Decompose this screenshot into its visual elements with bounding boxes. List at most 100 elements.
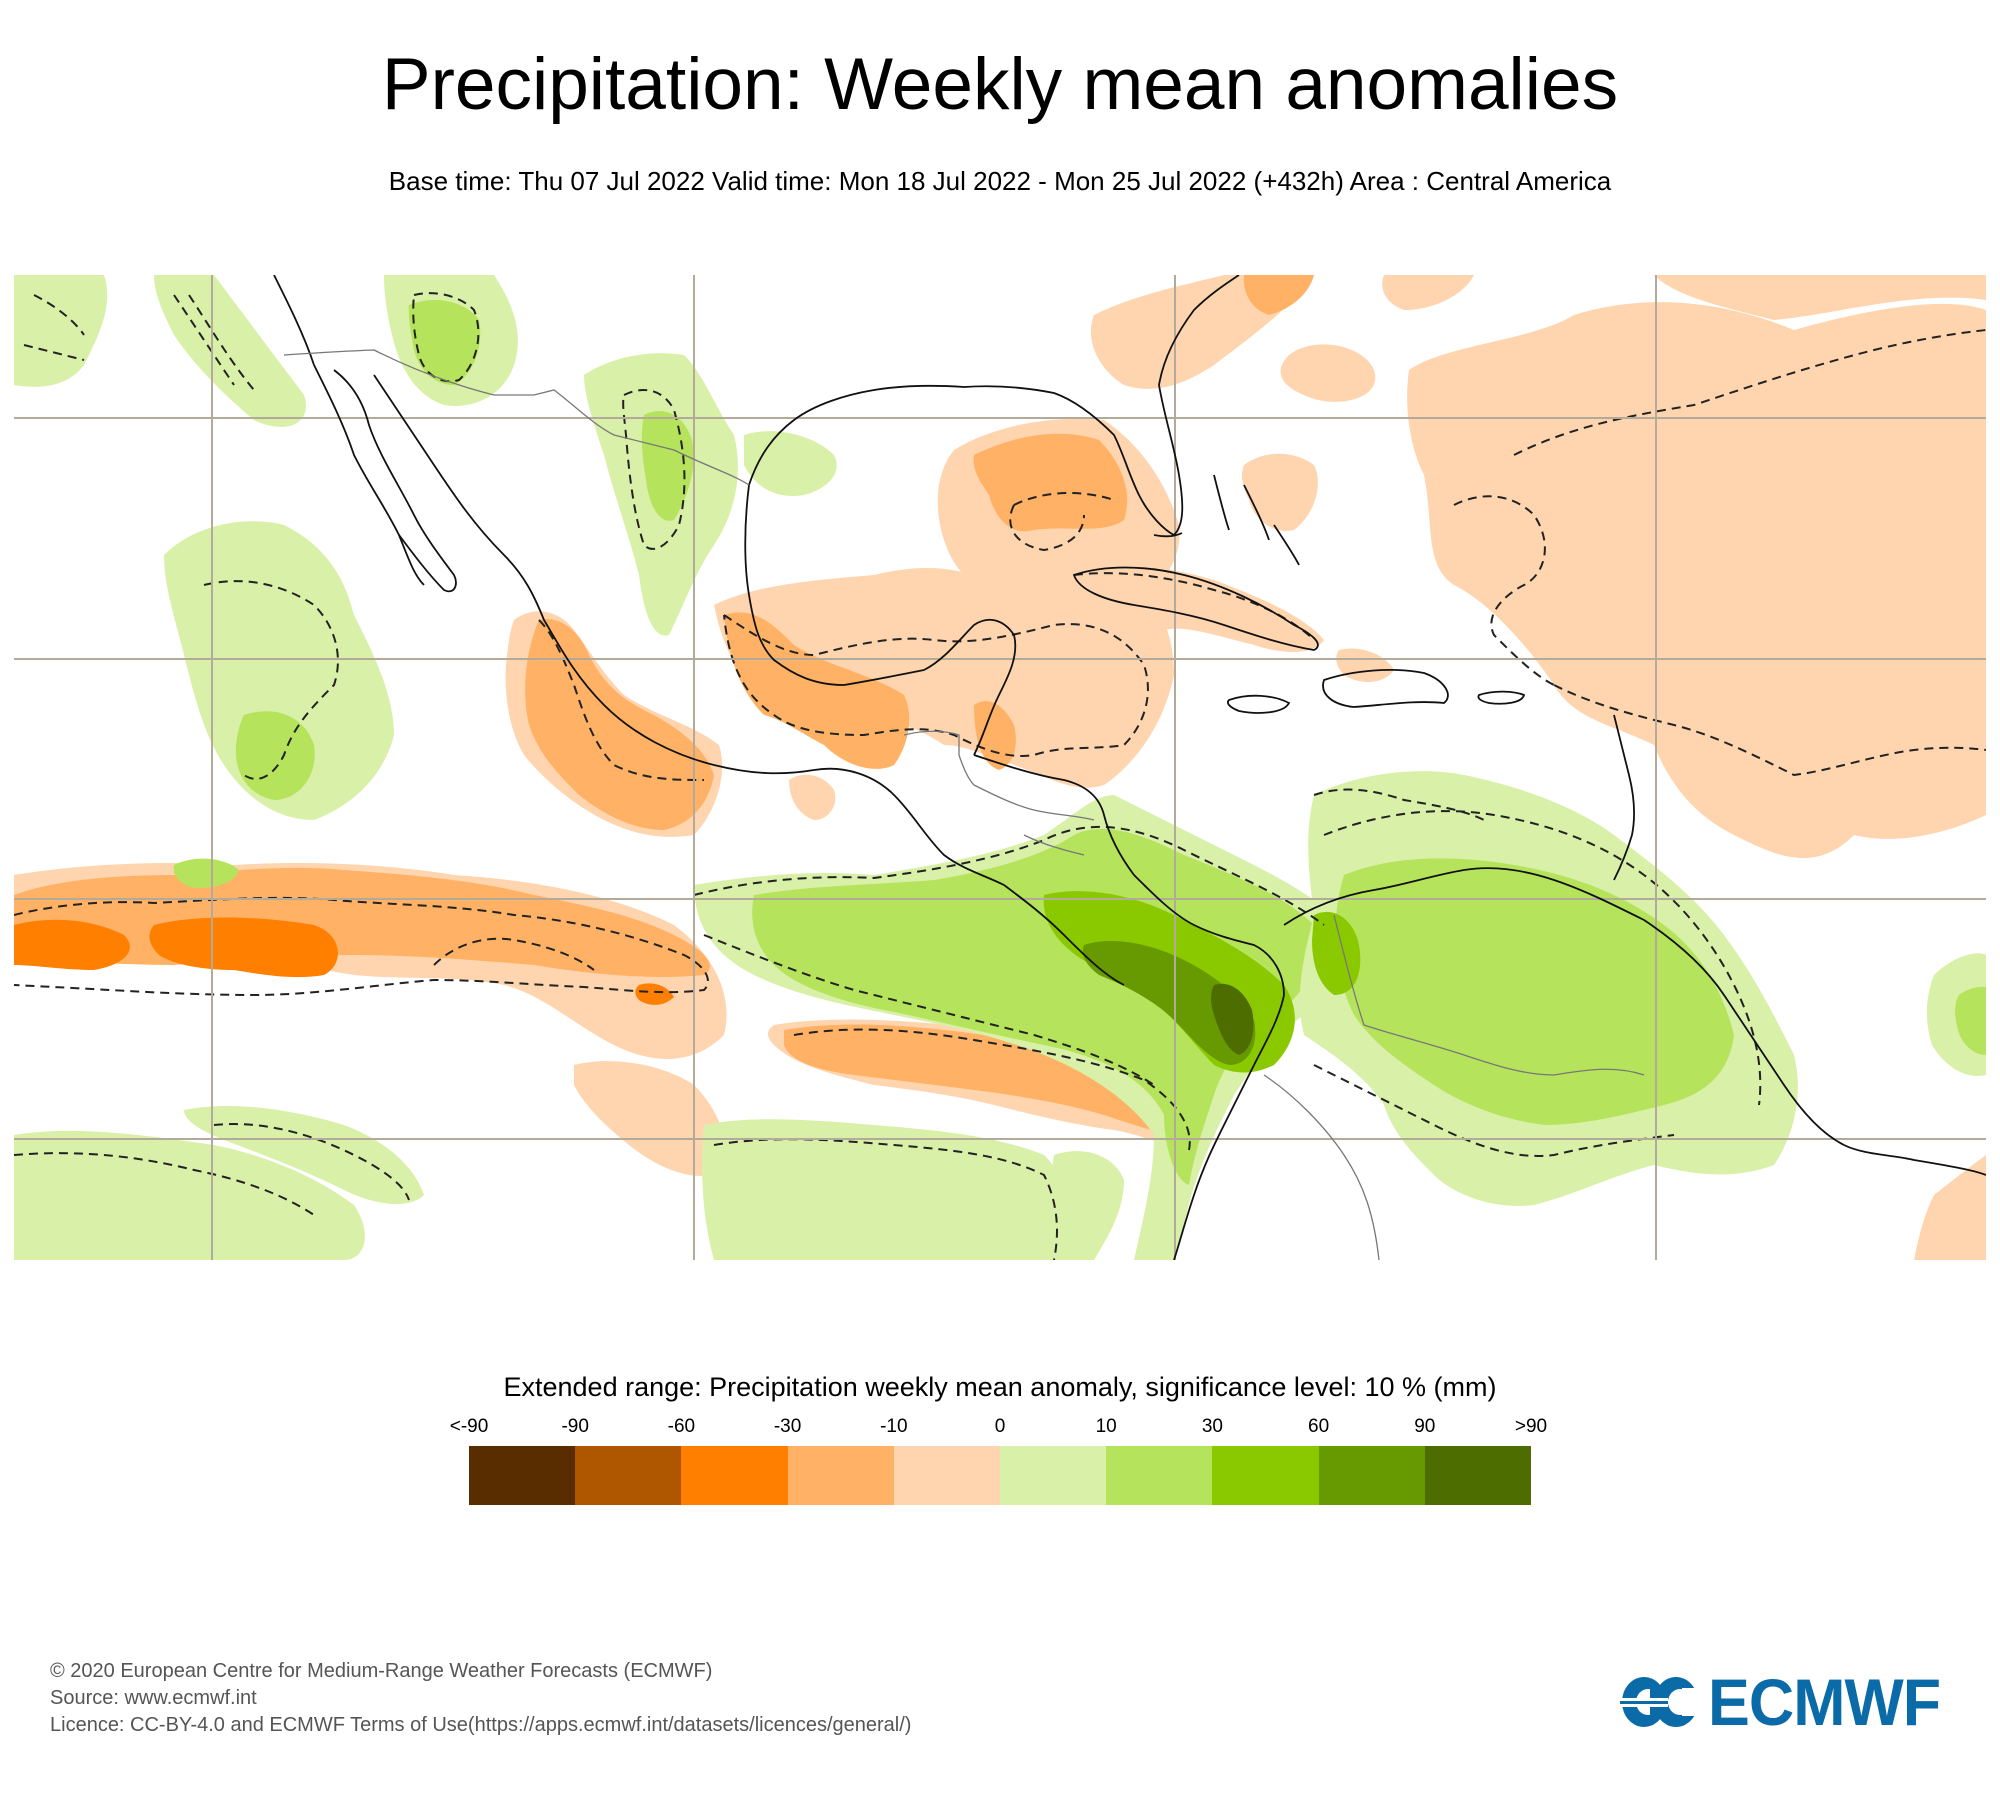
legend-swatch-7 [1212,1446,1319,1505]
region-west-mexico-wet [164,521,394,820]
contour-sonora [412,292,480,383]
contour-atlantic-west [1453,495,1555,686]
region-sierra-madre-moderate [641,411,694,521]
region-west-mexico-moderate [235,711,315,800]
coastline-bahamas [1213,474,1300,566]
border-south-america-interior [1263,1054,1645,1260]
legend-swatch-5 [1000,1446,1107,1505]
legend-swatch-6 [1106,1446,1213,1505]
region-us-east-moderate [1243,275,1314,315]
legend-labels: <-90 -90 -60 -30 -10 0 10 30 60 90 >90 [450,1415,1547,1439]
region-south-pacific-wet-east [702,1119,1078,1260]
contour-caribbean-north [1313,788,1485,821]
legend-label: 10 [1095,1416,1117,1437]
copyright-text: © 2020 European Centre for Medium-Range … [50,1660,713,1682]
ecmwf-logo-icon [1620,1677,1700,1727]
region-us-northeast-dry [1382,275,1474,310]
coastline-mexico-west [373,374,1125,986]
legend-label: <-90 [449,1416,489,1437]
coastline-central-america [973,754,1285,1260]
region-south-pacific-wet-west [14,1130,365,1260]
coastline-south-america-north [1283,867,1986,1176]
legend-title: Extended range: Precipitation weekly mea… [503,1372,1497,1402]
country-borders [283,349,1645,1260]
region-hispaniola-dry [1336,648,1394,682]
region-east-atlantic-moderate [1955,986,1986,1055]
region-pacific-small-moderate [173,858,239,888]
contour-south-pacific-west [14,1152,315,1216]
contour-south-pacific-center [213,1123,410,1201]
region-pacific-southwest-dry [574,1061,725,1176]
source-text: Source: www.ecmwf.int [50,1687,257,1709]
region-south-america-wet-moderate [1335,858,1734,1125]
contour-south-america [1323,810,1762,1106]
legend-label: -30 [773,1416,802,1437]
region-itcz-wet-extreme [1211,983,1254,1055]
region-atlantic-dry [1407,302,1986,859]
anomaly-map [14,275,1986,1260]
legend-swatch-3 [787,1446,894,1505]
contour-sierra-madre [622,389,686,550]
legend-label: -10 [880,1416,908,1437]
legend-label: -90 [561,1416,589,1437]
contour-gulf [1009,492,1115,552]
ecmwf-logo: ECMWF [1620,1669,1952,1735]
region-cuba-dry [1063,564,1324,652]
coastline-jamaica [1227,694,1291,714]
region-south-pacific-wet-center [184,1105,424,1205]
region-south-america-wet-strong [1312,911,1361,995]
region-sonora-moderate [408,300,481,385]
legend-label: 90 [1414,1416,1436,1437]
region-galapagos-wet [1052,1151,1124,1260]
gridlines [14,275,1986,1260]
contour-nw-pacific [23,294,85,361]
contour-south-america-south [1313,1064,1675,1157]
coastline-puerto-rico [1477,690,1526,705]
coastline-mexico-east [744,484,1017,756]
region-mexico-moderate [724,612,910,769]
footer: © 2020 European Centre for Medium-Range … [50,1658,911,1739]
legend-colorbar [469,1446,1532,1505]
coastline-gulf [748,275,1240,537]
contour-baja-coast [173,294,255,391]
contour-itcz-south [703,934,1155,1086]
contour-mexico-yucatan [723,614,1149,757]
region-mexico-pacific-moderate [525,619,714,830]
legend-swatch-0 [469,1446,576,1505]
anomaly-map-svg [14,275,1986,1260]
border-colombia-venezuela [1333,914,1465,1056]
chart-title: Precipitation: Weekly mean anomalies [381,44,1619,125]
border-mexico-guatemala [903,730,975,786]
region-baja-coast-wet [154,275,306,427]
legend-label: >90 [1514,1416,1548,1437]
legend-label: 60 [1308,1416,1330,1437]
chart-subtitle: Base time: Thu 07 Jul 2022 Valid time: M… [388,166,1612,196]
legend-swatch-8 [1318,1446,1425,1505]
contour-atlantic [1513,329,1986,456]
coastline-baja-peninsula [333,369,457,593]
region-guatemala-pacific-dry [789,774,836,820]
region-sargasso-dry [1280,344,1376,402]
coastline-florida-keys [1153,532,1183,538]
contour-atlantic-south [1553,684,1986,777]
licence-text: Licence: CC-BY-4.0 and ECMWF Terms of Us… [50,1714,912,1736]
region-atlantic-dry-north [1654,275,1986,320]
contour-equatorial-dry [793,1028,1191,1151]
coastlines [273,275,1986,1260]
region-nw-pacific-wet [14,275,108,387]
contour-pacific-band [14,896,709,997]
region-pacific-band-strong [14,917,338,978]
contour-itcz [693,825,1325,926]
border-us-mexico [283,349,750,486]
region-mexico-yucatan-dry [714,568,1174,788]
legend-label: 30 [1201,1416,1223,1437]
region-honduras-moderate [974,701,1016,770]
legend-swatch-9 [1424,1446,1532,1505]
coastline-hispaniola [1322,669,1449,708]
contour-cuba [1073,572,1315,641]
contour-mexico-pacific [538,619,705,781]
contour-west-mexico [203,580,339,780]
legend-swatch-1 [575,1446,682,1505]
region-itcz-wet-very-strong [1082,940,1256,1065]
region-equatorial-dry-moderate [784,1024,1197,1140]
